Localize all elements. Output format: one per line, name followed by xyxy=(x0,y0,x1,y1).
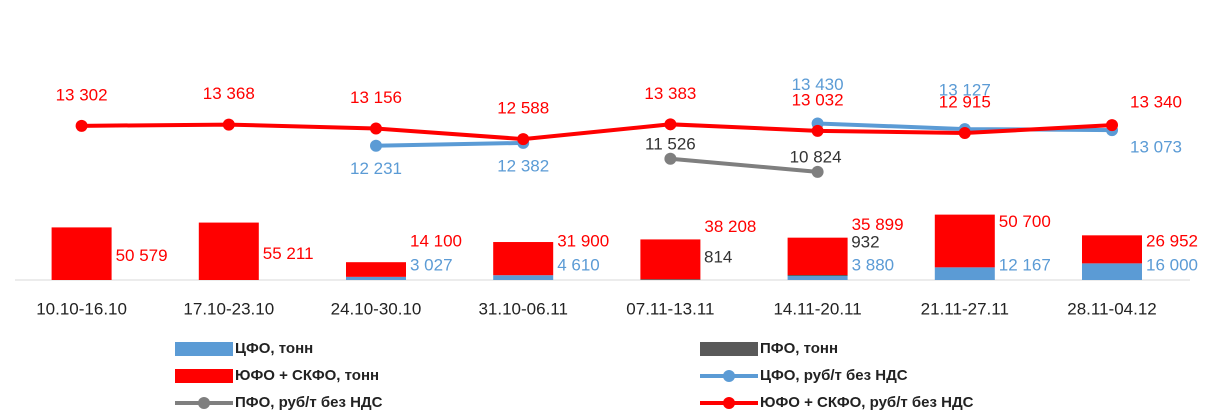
x-tick-label: 17.10-23.10 xyxy=(183,299,274,318)
line-value-label: 13 127 xyxy=(939,81,991,100)
bar-value-label: 932 xyxy=(851,232,879,251)
x-tick-label: 31.10-06.11 xyxy=(478,299,567,318)
x-tick-label: 28.11-04.12 xyxy=(1067,299,1156,318)
line-point xyxy=(811,165,824,178)
bar xyxy=(787,237,848,275)
bar xyxy=(640,279,701,280)
legend-label: ЮФО + СКФО, тонн xyxy=(235,367,379,384)
legend-label: ЮФО + СКФО, руб/т без НДС xyxy=(760,394,974,411)
bar xyxy=(493,242,554,276)
line-value-label: 13 383 xyxy=(644,84,696,103)
bar-value-label: 12 167 xyxy=(999,255,1051,274)
bar-value-label: 38 208 xyxy=(704,217,756,236)
legend-swatch xyxy=(175,369,233,383)
line-value-label: 12 588 xyxy=(497,99,549,118)
bar-value-label: 14 100 xyxy=(410,231,462,250)
line-point xyxy=(664,152,677,165)
line-point xyxy=(664,118,677,131)
line-point xyxy=(75,119,88,132)
line xyxy=(670,156,818,174)
x-tick-label: 14.11-20.11 xyxy=(773,299,861,318)
line-value-label: 10 824 xyxy=(790,147,842,166)
bar-value-label: 31 900 xyxy=(557,231,609,250)
bar-value-label: 3 027 xyxy=(410,255,453,274)
line-point xyxy=(370,122,382,135)
line-point xyxy=(1106,119,1118,132)
x-tick-label: 24.10-30.10 xyxy=(331,299,422,318)
bar xyxy=(1082,235,1142,264)
bar-value-label: 4 610 xyxy=(557,255,600,274)
bar xyxy=(787,275,848,280)
bar xyxy=(934,267,995,280)
line-value-label: 11 526 xyxy=(645,134,696,153)
legend-swatch xyxy=(723,397,735,409)
bar xyxy=(346,276,406,280)
legend-swatch xyxy=(175,342,233,356)
bar xyxy=(640,239,701,280)
bar-value-label: 3 880 xyxy=(852,255,895,274)
bar-value-label: 50 579 xyxy=(116,246,168,265)
line-value-label: 13 032 xyxy=(792,90,844,109)
bar xyxy=(787,274,848,276)
line-value-label: 13 302 xyxy=(56,85,108,104)
bar xyxy=(934,214,995,268)
line-value-label: 13 368 xyxy=(203,84,255,103)
line-value-label: 12 231 xyxy=(350,159,402,178)
bar-value-label: 50 700 xyxy=(999,212,1051,231)
bar xyxy=(198,222,259,280)
legend-swatch xyxy=(723,370,735,382)
legend-label: ЦФО, руб/т без НДС xyxy=(760,367,908,384)
line-value-label: 13 156 xyxy=(350,88,402,107)
line-value-label: 13 340 xyxy=(1130,93,1182,112)
bar-value-label: 26 952 xyxy=(1146,231,1198,250)
line-value-label: 13 430 xyxy=(792,75,844,94)
x-tick-label: 07.11-13.11 xyxy=(626,299,714,318)
legend-label: ПФО, тонн xyxy=(760,340,838,357)
line-point xyxy=(370,139,382,152)
bar xyxy=(1082,263,1142,280)
legend-label: ЦФО, тонн xyxy=(235,340,313,357)
line-value-label: 12 915 xyxy=(939,92,991,111)
bar-value-label: 55 211 xyxy=(263,244,314,263)
x-tick-label: 21.11-27.11 xyxy=(921,299,1009,318)
bar xyxy=(346,262,406,277)
legend-swatch xyxy=(198,397,210,409)
bar xyxy=(493,275,554,280)
line-point xyxy=(222,118,235,131)
line-value-label: 12 382 xyxy=(497,156,549,175)
x-tick-label: 10.10-16.10 xyxy=(36,299,127,318)
legend-label: ПФО, руб/т без НДС xyxy=(235,394,383,411)
line-point xyxy=(811,124,824,137)
bar-value-label: 814 xyxy=(704,247,732,266)
bar-value-label: 16 000 xyxy=(1146,255,1198,274)
line-point xyxy=(958,127,971,140)
bar-value-label: 35 899 xyxy=(852,215,904,234)
line-value-label: 13 073 xyxy=(1130,138,1182,157)
legend-swatch xyxy=(700,342,758,356)
bar xyxy=(51,227,112,280)
line-point xyxy=(517,133,530,146)
line xyxy=(81,122,1113,142)
